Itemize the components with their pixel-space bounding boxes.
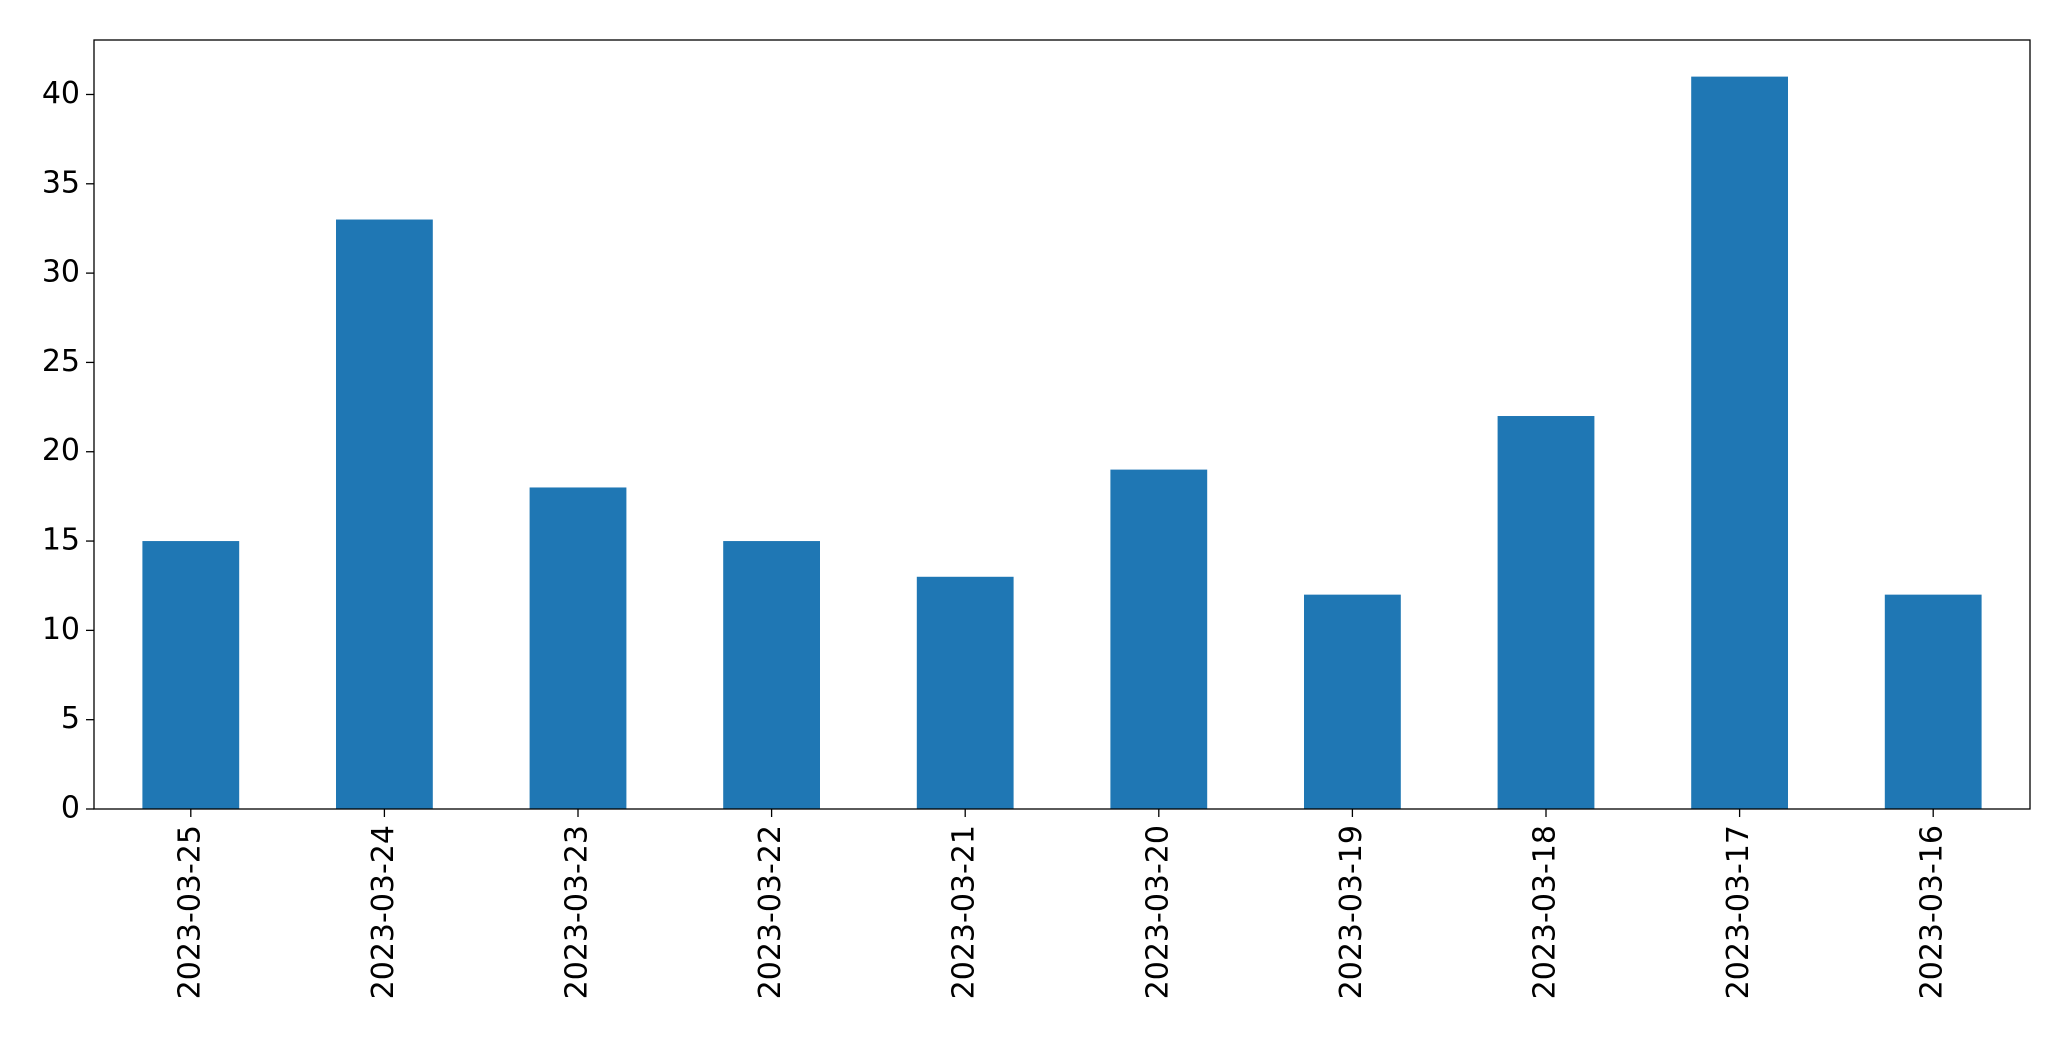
- y-tick-label: 5: [61, 701, 80, 736]
- y-tick-label: 30: [42, 255, 80, 290]
- bar: [1884, 594, 1982, 809]
- bar: [723, 541, 820, 809]
- y-tick-label: 0: [61, 791, 80, 826]
- bar: [529, 487, 627, 809]
- x-tick-label: 2023-03-21: [947, 825, 982, 999]
- y-tick-label: 35: [42, 165, 80, 200]
- y-tick-label: 20: [42, 433, 80, 468]
- bar: [336, 219, 433, 809]
- x-tick-label: 2023-03-20: [1140, 825, 1175, 999]
- bar: [142, 541, 240, 809]
- bar: [1304, 594, 1401, 809]
- plot-frame: [93, 39, 2031, 810]
- y-tick-label: 25: [42, 344, 80, 379]
- x-tick-label: 2023-03-25: [172, 825, 207, 999]
- x-tick-label: 2023-03-17: [1721, 825, 1756, 999]
- x-tick-label: 2023-03-18: [1528, 825, 1563, 999]
- y-tick-label: 40: [42, 76, 80, 111]
- x-tick-label: 2023-03-22: [753, 825, 788, 999]
- x-tick-label: 2023-03-24: [366, 825, 401, 999]
- x-tick-label: 2023-03-23: [560, 825, 595, 999]
- bar: [916, 576, 1014, 809]
- bar: [1110, 469, 1208, 809]
- bar: [1691, 76, 1788, 810]
- y-tick-label: 10: [42, 612, 80, 647]
- y-tick-label: 15: [42, 523, 80, 558]
- x-tick-label: 2023-03-19: [1334, 825, 1369, 999]
- x-tick-label: 2023-03-16: [1915, 825, 1950, 999]
- bar: [1497, 416, 1595, 809]
